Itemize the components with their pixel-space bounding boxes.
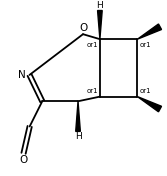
Text: N: N: [18, 70, 26, 80]
Text: H: H: [75, 132, 81, 141]
Polygon shape: [76, 101, 80, 131]
Text: O: O: [19, 155, 28, 165]
Polygon shape: [98, 11, 102, 39]
Text: O: O: [79, 23, 87, 33]
Text: or1: or1: [87, 88, 98, 94]
Polygon shape: [137, 24, 161, 39]
Text: or1: or1: [139, 42, 151, 48]
Text: H: H: [97, 1, 103, 10]
Polygon shape: [137, 97, 161, 112]
Text: or1: or1: [139, 88, 151, 94]
Text: or1: or1: [87, 42, 98, 48]
